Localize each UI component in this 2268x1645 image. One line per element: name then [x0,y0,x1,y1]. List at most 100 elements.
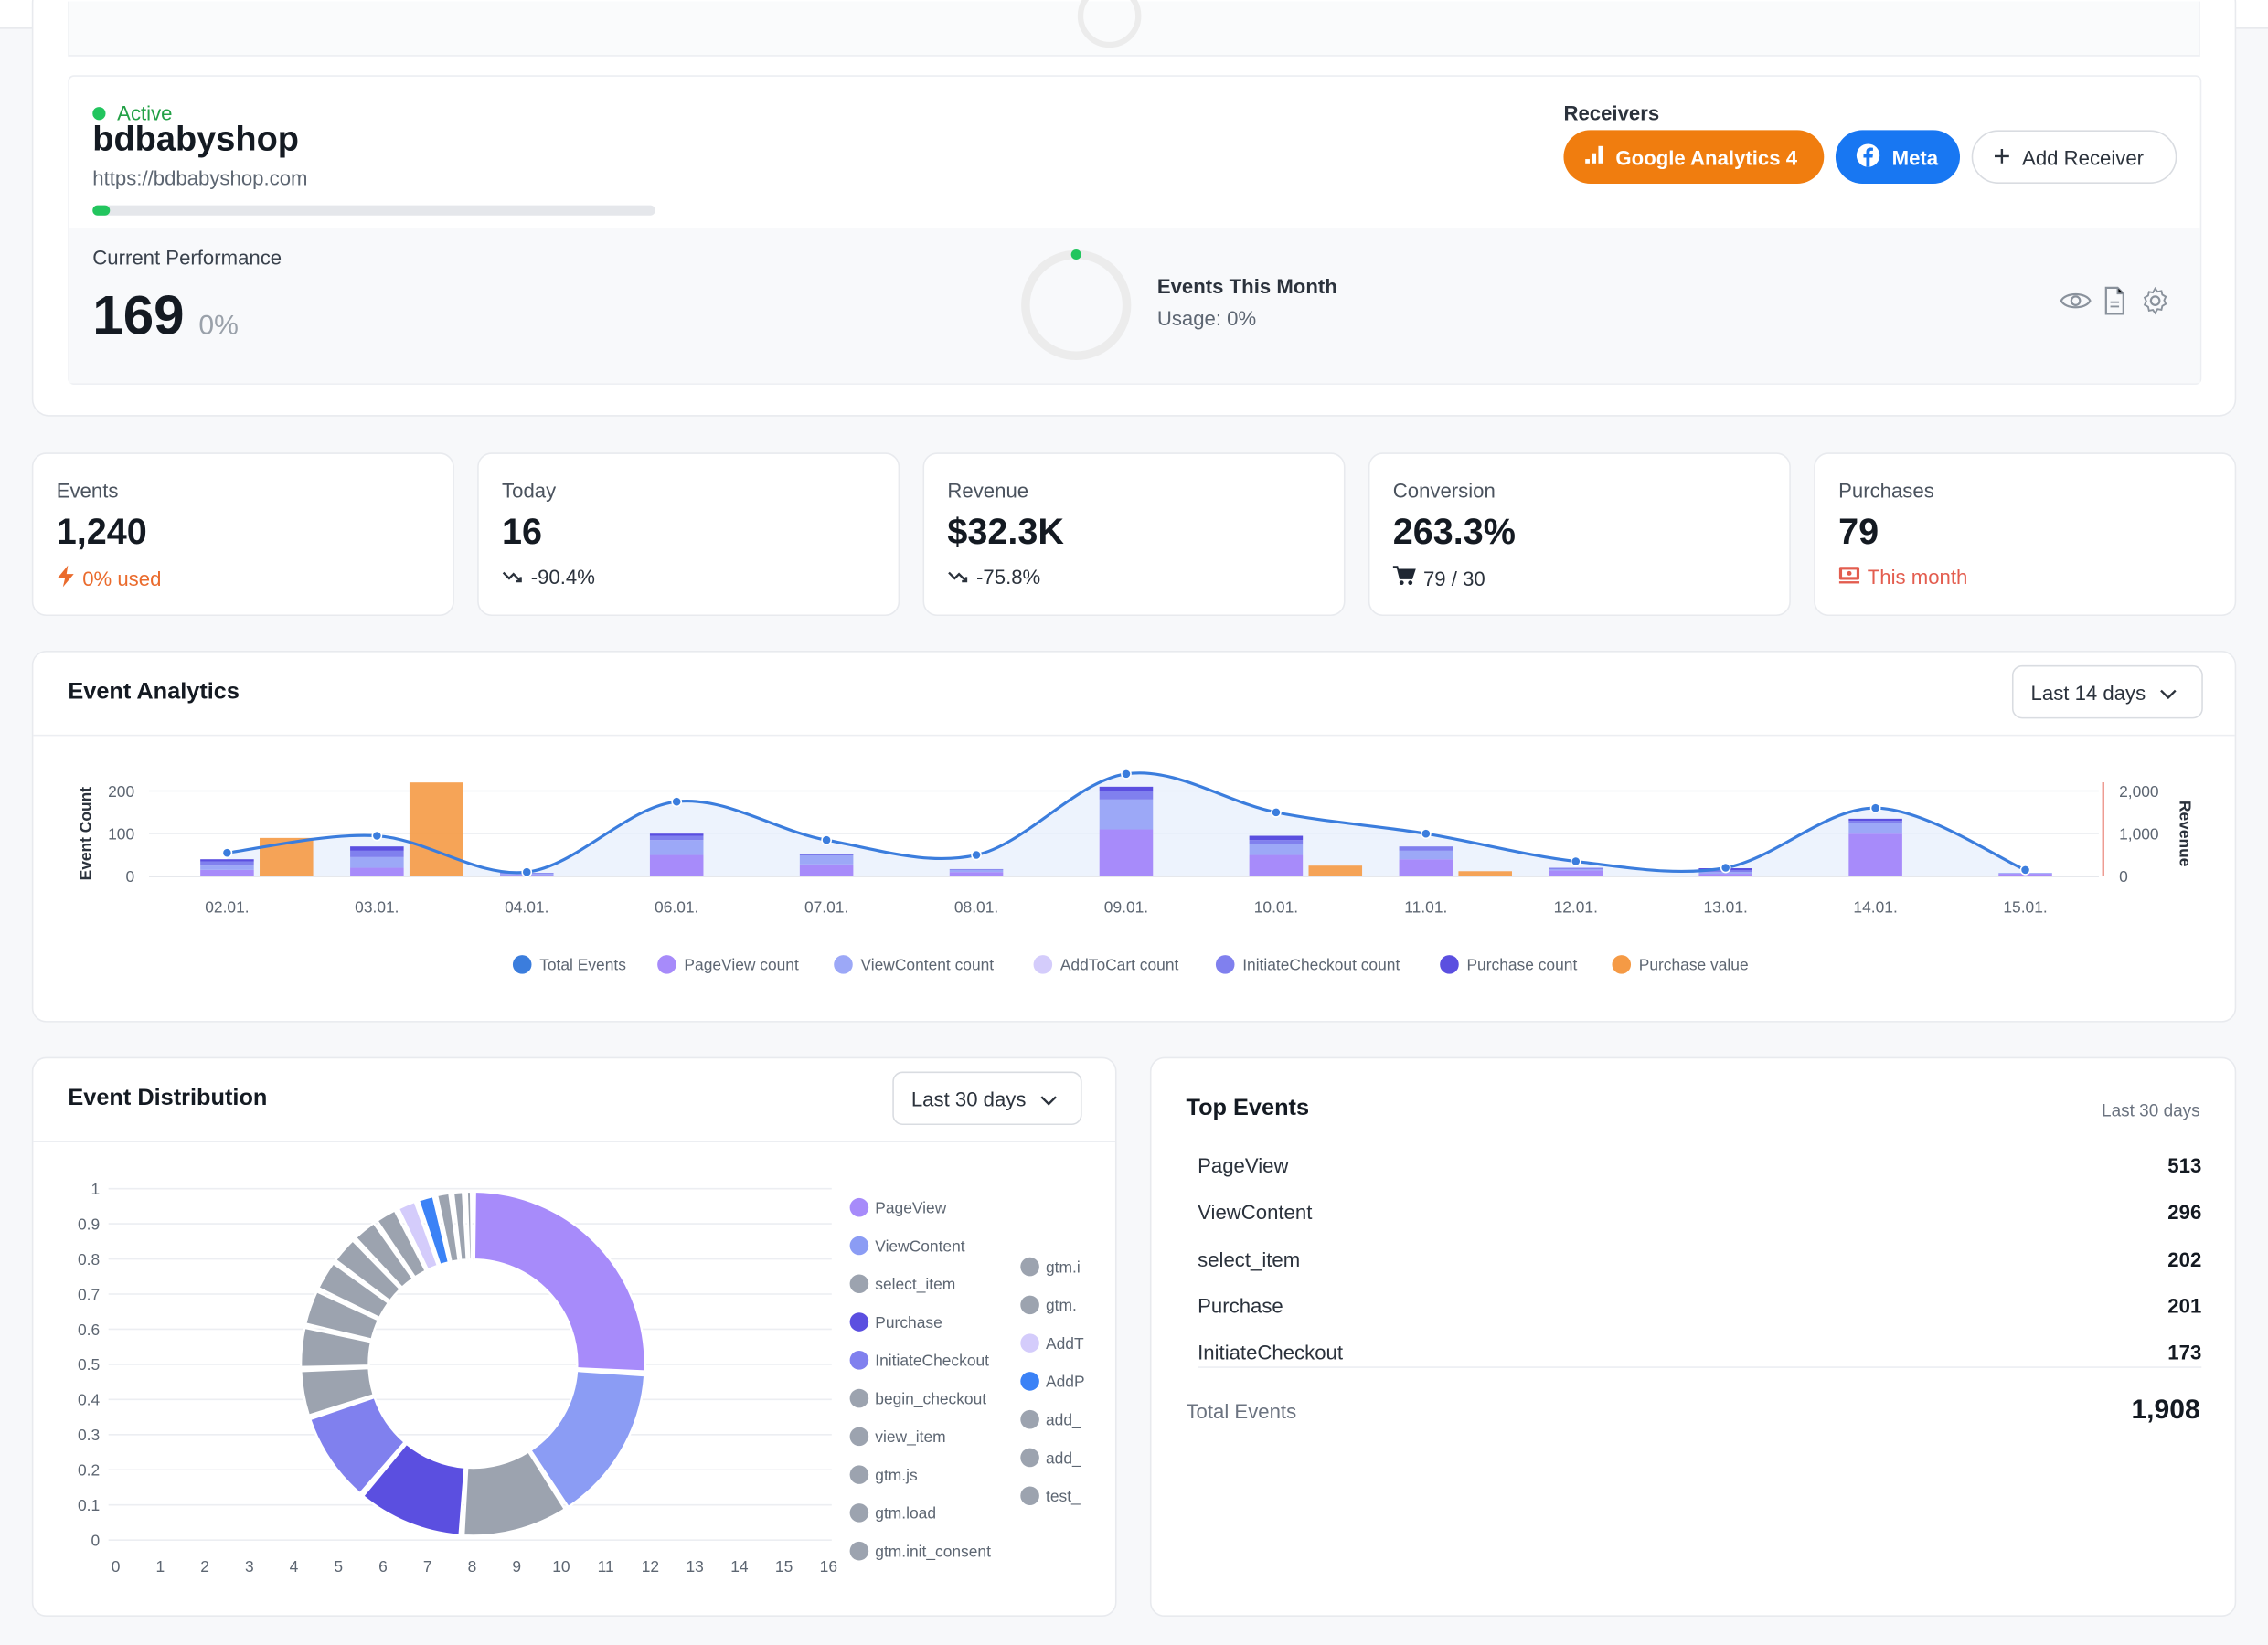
x-tick-label: 10.01. [1254,897,1298,916]
legend-label: AddT [1046,1334,1084,1353]
bar-pageview-count [799,864,854,876]
legend-label: begin_checkout [875,1389,986,1407]
site-name: bdbabyshop [92,120,300,160]
add-receiver-button[interactable]: Add Receiver [1971,130,2177,184]
top-events-divider [1198,1366,2202,1368]
pie-slice-view-item [299,1326,373,1369]
total-events-value: 1,908 [2131,1395,2200,1427]
legend-swatch [849,1427,869,1447]
legend-label: Purchase [875,1313,942,1332]
pie-slice-begin-checkout [300,1366,376,1417]
x-tick-label: 3 [245,1557,254,1576]
event-analytics-card: Event Analytics Last 14 days 200 100 0 2,00… [31,651,2237,1023]
y-tick-label: 0.1 [78,1496,100,1514]
stat-label: Revenue [947,478,1029,503]
y-tick-label: 0.4 [78,1391,101,1409]
bar-purchase-count [1249,835,1304,841]
x-tick-label: 14.01. [1853,897,1897,916]
top-event-name: select_item [1198,1247,1301,1271]
stat-label: Events [56,478,119,503]
bar-initiatecheckout-count [949,868,1004,870]
chevron-down-icon [2160,680,2177,703]
top-event-row: select_item 202 [1198,1247,2201,1270]
stat-value: 1,240 [56,512,147,553]
site-progress-bar [92,205,655,216]
bar-pageview-count [1848,833,1902,876]
receipt-icon [1838,566,1860,589]
previous-section [68,0,2200,57]
legend-label: ViewContent [875,1236,964,1255]
stat-value: 79 [1838,512,1879,553]
stat-card-revenue: Revenue $32.3K -75.8% [922,452,1346,617]
legend-swatch [849,1274,869,1294]
bar-viewcontent-count [1399,850,1453,860]
top-event-count: 202 [2167,1247,2202,1271]
x-tick-label: 09.01. [1104,897,1148,916]
bar-initiatecheckout-count [1549,867,1603,869]
legend-swatch [1215,955,1235,974]
legend-swatch [1020,1448,1039,1468]
top-event-row: ViewContent 296 [1198,1201,2201,1224]
total-events-point [1869,802,1881,814]
y2-tick-label: 0 [2119,867,2128,886]
x-tick-label: 16 [820,1557,837,1576]
y-tick-label: 0.5 [78,1355,100,1374]
stat-sub-text: This month [1867,565,1968,589]
x-tick-label: 14 [730,1557,749,1576]
eye-icon[interactable] [2060,286,2092,315]
stat-sub: -75.8% [947,566,1040,589]
stat-sub-text: -75.8% [976,565,1041,589]
section-title: Event Analytics [68,679,240,705]
event-distribution-chart: 10.90.80.70.60.50.40.30.20.100 1 2 3 4 5 6 7 8 9 1… [78,1180,1085,1576]
performance-value: 169 0% [92,286,239,348]
event-distribution-card: Event Distribution Last 30 days 1 0.9 0.8 0… [31,1056,1117,1618]
document-icon[interactable] [2100,286,2129,315]
distribution-range-select[interactable]: Last 30 days [892,1071,1082,1126]
receiver-google-analytics-button[interactable]: Google Analytics 4 [1563,130,1825,184]
y-axis-label: Event Count [77,787,95,881]
status-label: Active [117,101,173,125]
total-events-point [821,834,832,846]
x-tick-label: 12.01. [1554,897,1598,916]
stat-value: 263.3% [1392,512,1516,553]
x-tick-label: 4 [290,1557,299,1576]
y-tick-label: 1 [91,1180,101,1198]
total-events-point [1720,862,1731,874]
x-tick-label: 07.01. [804,897,848,916]
total-events-point [1420,828,1432,840]
analytics-range-select[interactable]: Last 14 days [2011,664,2203,719]
bar-initiatecheckout-count [350,850,404,857]
events-month-title: Events This Month [1156,274,1337,298]
lightning-icon [57,565,76,591]
y-tick-label: 0.8 [78,1250,100,1268]
y-tick-label: 0.6 [78,1321,100,1339]
legend-label: Purchase value [1639,956,1749,974]
legend-swatch [849,1236,869,1256]
x-tick-label: 08.01. [954,897,998,916]
stat-sub-text: 0% used [82,567,162,590]
legend-swatch [849,1388,869,1408]
total-events-point [1121,768,1132,780]
y-tick-label: 0 [91,1531,101,1549]
legend-label: add_ [1046,1449,1081,1467]
select-value: Last 14 days [2030,680,2146,704]
receiver-meta-button[interactable]: Meta [1835,130,1961,184]
bar-viewcontent-count [200,865,254,870]
legend-label: PageView [875,1199,946,1217]
section-divider [33,734,2235,737]
gear-icon[interactable] [2141,286,2170,315]
usage-ring [1021,249,1132,360]
pie-slice-select-item [462,1449,567,1537]
bar-viewcontent-count [949,869,1004,873]
bar-viewcontent-count [350,856,404,868]
bar-purchase-count [1099,786,1154,791]
legend-label: gtm.load [875,1504,936,1523]
bar-pageview-count [1399,859,1453,876]
trend-down-icon [502,566,524,589]
performance-area: Current Performance 169 0% Events This M… [69,228,2200,384]
site-url[interactable]: https://bdbabyshop.com [92,165,308,190]
bar-purchase-count [799,854,854,855]
bar-viewcontent-count [1549,868,1603,871]
y-tick-label: 0 [125,867,134,886]
y-tick-label: 0.2 [78,1461,100,1480]
